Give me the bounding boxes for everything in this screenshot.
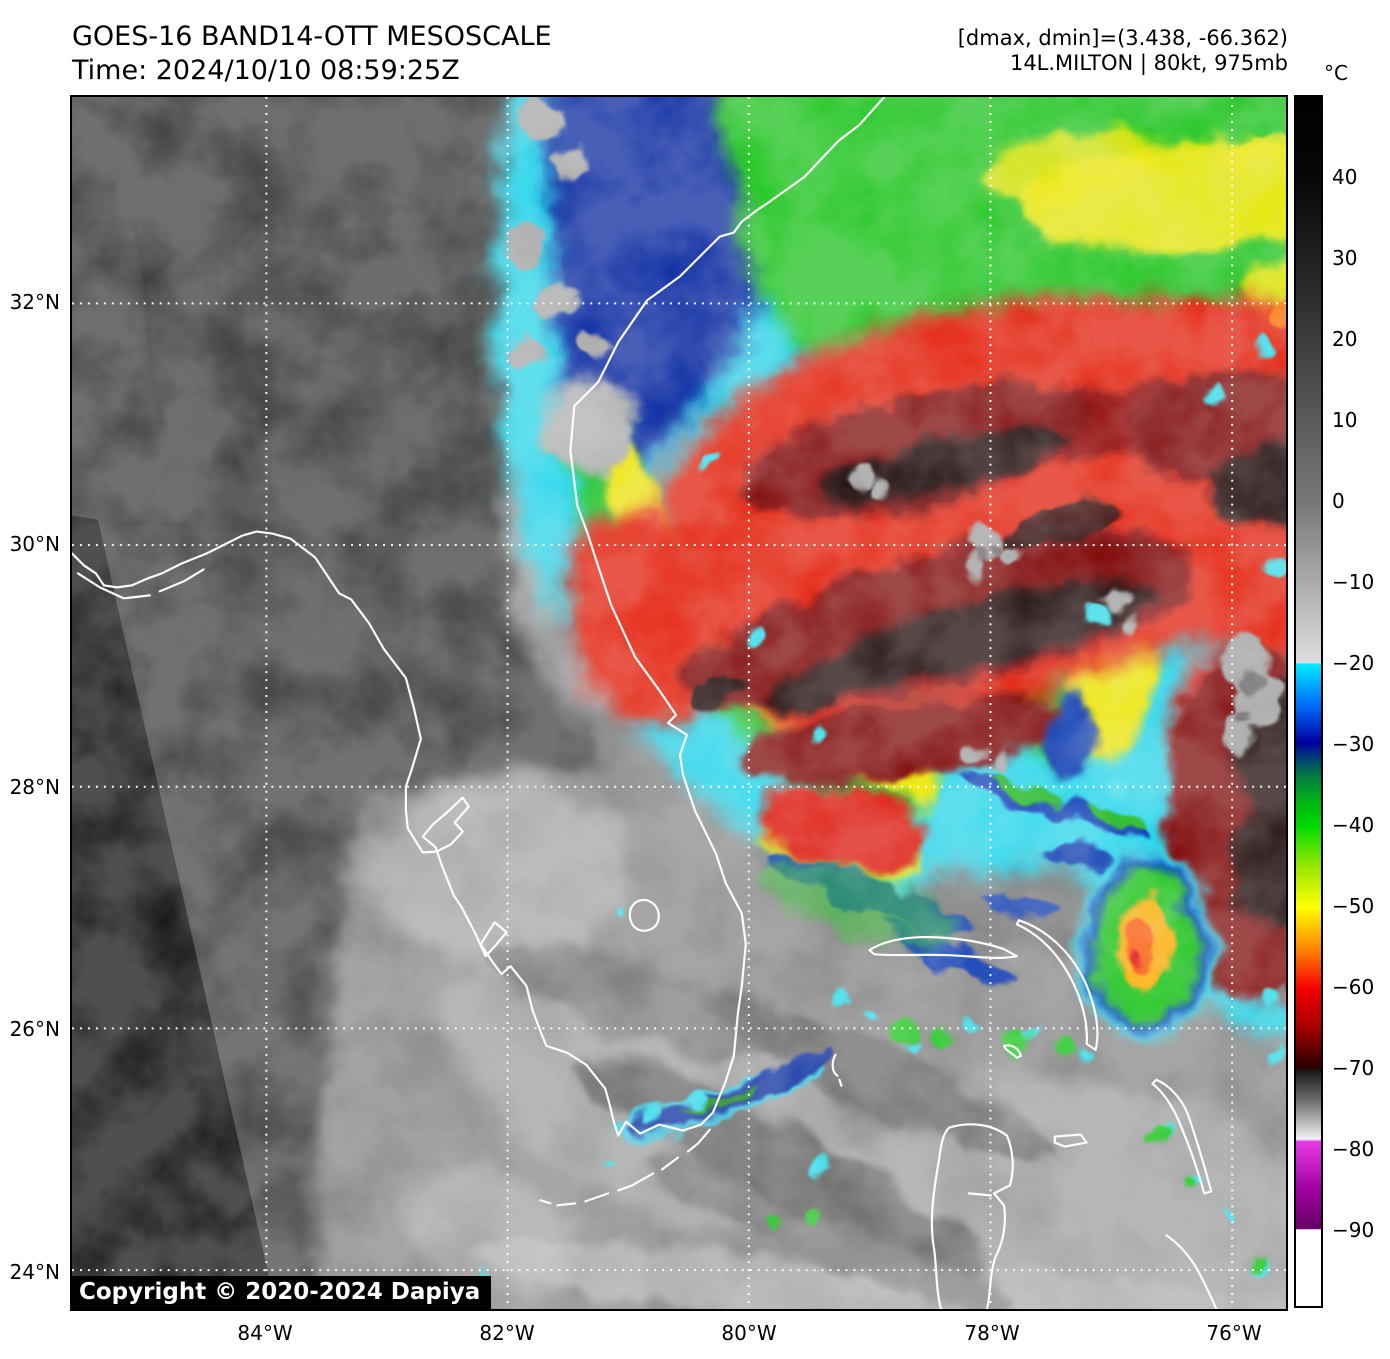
colorbar-unit-label: °C — [1324, 61, 1348, 85]
colorbar-tick-m90: −90 — [1332, 1218, 1375, 1242]
cloud-texture-overlay — [72, 97, 1286, 1309]
lat-label-24n: 24°N — [9, 1260, 60, 1284]
satellite-map — [70, 95, 1288, 1311]
colorbar-tick-20: 20 — [1332, 327, 1358, 351]
colorbar-tick-m10: −10 — [1332, 570, 1375, 594]
coastlines — [72, 97, 1218, 1309]
exuma-cays — [1165, 1234, 1218, 1309]
lat-label-30n: 30°N — [9, 532, 60, 556]
lat-label-32n: 32°N — [9, 290, 60, 314]
lon-label-76w: 76°W — [1206, 1321, 1262, 1345]
annotation-block: [dmax, dmin]=(3.438, -66.362) 14L.MILTON… — [958, 26, 1288, 76]
dmax-dmin-label: [dmax, dmin]=(3.438, -66.362) — [957, 26, 1288, 50]
colorbar-tick-m20: −20 — [1332, 651, 1375, 675]
andros-island — [930, 1123, 1014, 1309]
time-label: Time: 2024/10/10 08:59:25Z — [72, 55, 460, 86]
colorbar-tick-10: 10 — [1332, 408, 1358, 432]
colorbar-tick-m40: −40 — [1332, 813, 1375, 837]
colorbar-tick-30: 30 — [1332, 246, 1358, 270]
lake-okeechobee — [628, 898, 660, 932]
florida-keys — [539, 1128, 711, 1207]
lat-label-26n: 26°N — [9, 1017, 60, 1041]
colorbar-tick-m50: −50 — [1332, 894, 1375, 918]
grid-lines — [72, 97, 1286, 1309]
coastline-us-mainland — [72, 97, 886, 1137]
colorbar-tick-0: 0 — [1332, 489, 1345, 513]
page-title: GOES-16 BAND14-OTT MESOSCALE — [72, 21, 552, 52]
colorbar-tick-m60: −60 — [1332, 975, 1375, 999]
colorbar-tick-m80: −80 — [1332, 1137, 1375, 1161]
title-block: GOES-16 BAND14-OTT MESOSCALE Time: 2024/… — [72, 20, 552, 88]
lon-label-84w: 84°W — [237, 1321, 293, 1345]
eleuthera-island — [1151, 1078, 1213, 1195]
colorbar-tick-m70: −70 — [1332, 1056, 1375, 1080]
grand-bahama — [868, 935, 1018, 959]
lon-label-80w: 80°W — [721, 1321, 777, 1345]
abaco-islands — [1015, 919, 1099, 1051]
coastline-barrier-islands — [76, 568, 205, 600]
satellite-imagery-svg — [72, 97, 1286, 1309]
berry-islands — [1002, 1044, 1022, 1059]
bimini-islands — [831, 1053, 843, 1087]
colorbar-tick-m30: −30 — [1332, 732, 1375, 756]
new-providence — [1053, 1133, 1088, 1148]
lon-label-78w: 78°W — [964, 1321, 1020, 1345]
lat-label-28n: 28°N — [9, 775, 60, 799]
colorbar-tick-40: 40 — [1332, 165, 1358, 189]
colorbar — [1294, 95, 1323, 1308]
lon-label-82w: 82°W — [479, 1321, 535, 1345]
storm-info-label: 14L.MILTON | 80kt, 975mb — [1009, 51, 1288, 75]
copyright-badge: Copyright © 2020-2024 Dapiya — [70, 1276, 492, 1310]
